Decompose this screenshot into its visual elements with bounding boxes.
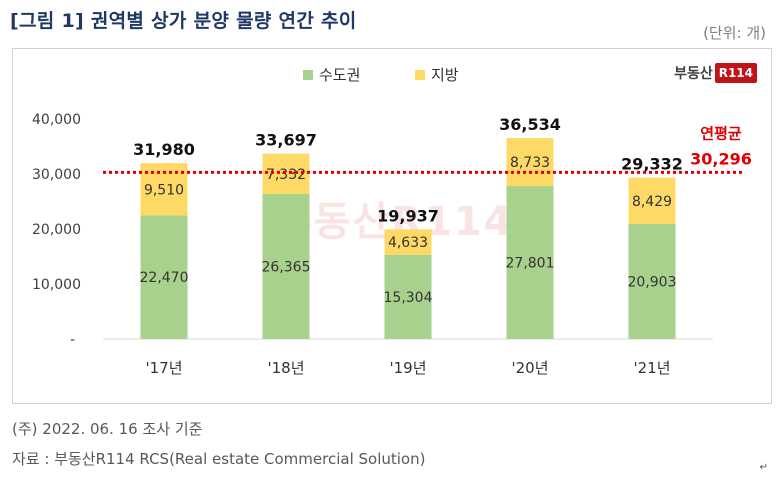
value-label-regional-1: 7,332 [266,167,306,183]
bar-capital-2 [384,254,432,339]
x-tick-label-2: '19년 [389,359,426,377]
logo-badge: R114 [714,63,757,83]
y-tick-label-3: 30,000 [32,167,81,183]
total-label-1: 33,697 [255,131,317,150]
total-label-3: 36,534 [499,115,561,134]
bar-regional-4 [628,177,676,225]
y-tick-label-0: - [70,332,75,348]
value-label-regional-4: 8,429 [632,194,672,210]
value-label-regional-0: 9,510 [144,182,184,198]
value-label-capital-3: 27,801 [506,256,555,272]
value-label-regional-2: 4,633 [388,235,428,251]
bar-regional-3 [506,138,554,187]
legend-swatch-1 [415,70,425,80]
brand-logo: 부동산 R114 [674,63,757,83]
x-tick-label-3: '20년 [511,359,548,377]
total-label-2: 19,937 [377,206,439,225]
value-label-capital-4: 20,903 [628,275,677,291]
value-label-capital-0: 22,470 [140,270,189,286]
source-note: 자료 : 부동산R114 RCS(Real estate Commercial … [12,450,426,468]
stacked-bar-chart: 수도권 지방 - 10,000 20,000 30,000 40,000 22,470 9,51… [32,66,752,377]
value-label-regional-3: 8,733 [510,155,550,171]
bar-regional-2 [384,229,432,255]
logo-text: 부동산 [674,66,713,82]
total-label-0: 31,980 [133,140,195,159]
y-tick-label-4: 40,000 [32,112,81,128]
bar-capital-3 [506,186,554,339]
chart-area: 부동산 R114 부동산R114 수도권 지방 - 10,000 20,000 30,00… [12,48,772,404]
x-tick-label-0: '17년 [145,359,182,377]
average-value-label: 30,296 [690,149,752,168]
corner-mark: ↵ [759,462,768,473]
unit-label: (단위: 개) [703,24,766,42]
average-label: 연평균 [700,124,742,142]
bar-capital-1 [262,193,310,339]
y-tick-label-1: 10,000 [32,277,81,293]
x-tick-label-1: '18년 [267,359,304,377]
chart-title: [그림 1] 권역별 상가 분양 물량 연간 추이 [10,10,357,32]
legend-label-1: 지방 [431,66,459,84]
x-tick-label-4: '21년 [633,359,670,377]
legend-label-0: 수도권 [319,66,360,84]
value-label-capital-1: 26,365 [262,259,311,275]
legend-swatch-0 [303,70,313,80]
total-label-4: 29,332 [621,155,683,174]
bar-capital-4 [628,224,676,339]
value-label-capital-2: 15,304 [384,290,433,306]
footnote: (주) 2022. 06. 16 조사 기준 [12,420,203,438]
bar-capital-0 [140,215,188,339]
y-tick-label-2: 20,000 [32,222,81,238]
